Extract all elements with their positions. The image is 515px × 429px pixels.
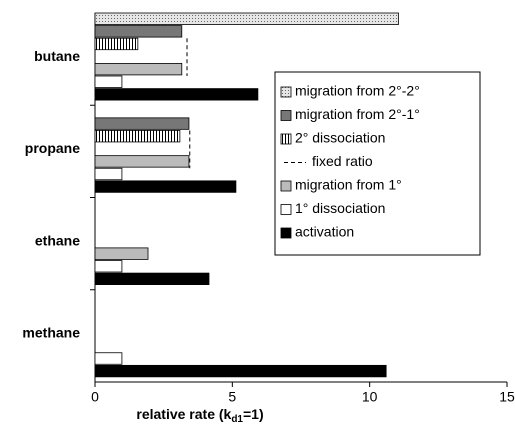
bar [94,37,139,51]
legend-swatch [280,86,292,98]
x-tick-label: 5 [228,389,236,405]
legend-swatch [280,110,292,121]
y-tick-label: methane [22,325,80,341]
bar [94,130,181,143]
bar [94,247,149,260]
x-axis-label: relative rate (kd1=1) [136,406,263,425]
legend-label: migration from 2°-1° [295,106,420,122]
x-label-part: relative rate (k [136,406,231,422]
bar [94,272,210,286]
legend-label: fixed ratio [312,153,373,169]
legend-box [274,71,481,256]
bar [94,63,183,76]
bar [94,352,123,365]
y-tick-label: butane [34,48,80,64]
legend-swatch [280,204,292,215]
legend-label: 2° dissociation [295,130,385,146]
bar [94,180,237,193]
legend-swatch [280,227,292,239]
bar [94,260,123,273]
bar [94,25,183,38]
x-label-part: =1) [243,406,264,422]
legend-swatch [280,133,292,145]
x-tick-label: 10 [362,389,378,405]
legend-label: migration from 2°-2° [295,83,420,99]
legend-label: 1° dissociation [295,200,385,216]
bar [94,88,259,101]
y-tick-label: ethane [35,232,80,248]
bar [94,167,123,181]
x-label-sub: d1 [231,414,243,425]
y-tick-label: propane [25,140,80,156]
legend-label: activation [295,224,354,240]
bar [94,117,190,130]
bar [94,155,190,168]
legend-swatch [280,180,292,192]
x-tick-label: 15 [499,389,515,405]
bar [94,75,123,88]
legend-label: migration from 1° [295,177,402,193]
bar [94,364,387,378]
bar [94,12,399,25]
x-tick-label: 0 [91,389,99,405]
